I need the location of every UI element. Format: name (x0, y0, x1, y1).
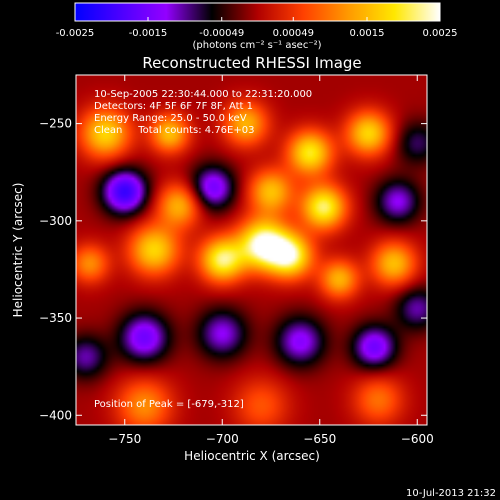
x-tick-label: −650 (303, 432, 336, 446)
y-axis-label: Heliocentric Y (arcsec) (11, 183, 25, 318)
x-tick-label: −600 (401, 432, 434, 446)
heatmap-image (76, 75, 427, 425)
y-tick-label: −250 (39, 117, 72, 131)
colorbar-bar (74, 2, 441, 22)
footer-timestamp: 10-Jul-2013 21:32 (406, 488, 496, 499)
x-axis-label: Heliocentric X (arcsec) (184, 449, 320, 463)
x-tick-label: −750 (108, 432, 141, 446)
colorbar-tick-label: 0.00049 (273, 28, 314, 39)
colorbar-tick-label: 0.0025 (423, 28, 458, 39)
annotation-clean-counts: Clean Total counts: 4.76E+03 (94, 125, 254, 136)
colorbar: -0.0025 -0.0015 -0.00049 0.00049 0.0015 0.002… (56, 2, 458, 51)
y-tick-label: −300 (39, 214, 72, 228)
y-tick-label: −400 (39, 408, 72, 422)
annotation-detectors: Detectors: 4F 5F 6F 7F 8F, Att 1 (94, 101, 253, 112)
colorbar-tick-label: -0.0025 (56, 28, 95, 39)
y-axis-ticks: −250 −300 −350 −400 (39, 117, 427, 422)
y-tick-label: −350 (39, 311, 72, 325)
x-axis-ticks: −750 −700 −650 −600 (108, 75, 434, 446)
colorbar-tick-label: 0.0015 (350, 28, 385, 39)
plot-frame (75, 74, 428, 426)
chart-title: Reconstructed RHESSI Image (142, 54, 361, 72)
annotation-energy-range: Energy Range: 25.0 - 50.0 keV (94, 113, 247, 124)
x-tick-label: −700 (206, 432, 239, 446)
heatmap-plot: −750 −700 −650 −600 −250 −300 −350 −400 10-Sep… (39, 74, 434, 446)
annotation-peak-position: Position of Peak = [-679,-312] (94, 399, 244, 410)
colorbar-tick-label: -0.0015 (129, 28, 168, 39)
annotations: 10-Sep-2005 22:30:44.000 to 22:31:20.000… (94, 89, 312, 410)
colorbar-ticks: -0.0025 -0.0015 -0.00049 0.00049 0.0015 0.002… (56, 17, 458, 39)
annotation-time-range: 10-Sep-2005 22:30:44.000 to 22:31:20.000 (94, 89, 312, 100)
colorbar-tick-label: -0.00049 (199, 28, 244, 39)
colorbar-unit-label: (photons cm⁻² s⁻¹ asec⁻²) (192, 40, 321, 51)
